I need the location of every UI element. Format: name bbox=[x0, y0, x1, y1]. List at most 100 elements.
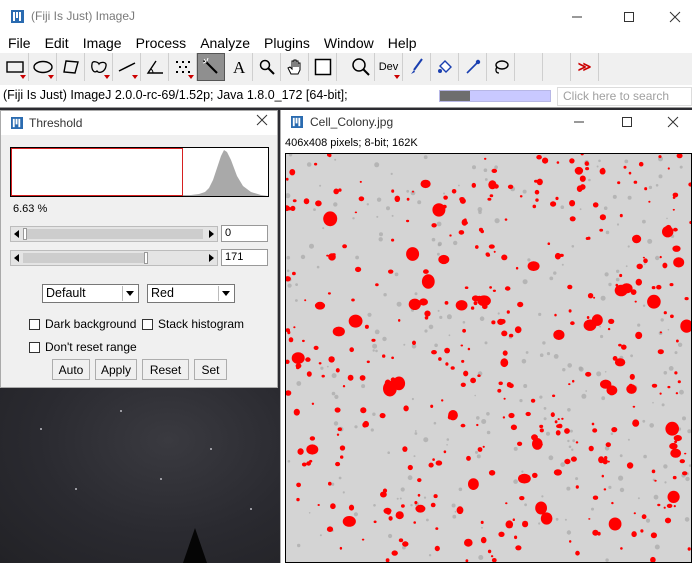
thresholded-colony bbox=[423, 269, 429, 274]
slider-left-arrow-icon[interactable] bbox=[14, 254, 19, 262]
min-threshold-field[interactable]: 0 bbox=[221, 225, 268, 242]
angle-tool[interactable] bbox=[141, 53, 169, 81]
flood-fill-tool-icon bbox=[437, 60, 452, 73]
menu-window[interactable]: Window bbox=[323, 35, 374, 51]
slider-thumb[interactable] bbox=[144, 252, 148, 264]
menu-edit[interactable]: Edit bbox=[44, 35, 69, 51]
close-button[interactable] bbox=[652, 0, 692, 33]
thresholded-colony bbox=[514, 326, 522, 334]
menu-analyze[interactable]: Analyze bbox=[200, 35, 250, 51]
image-maximize-button[interactable] bbox=[604, 105, 650, 138]
grey-speck bbox=[519, 399, 523, 403]
min-threshold-slider[interactable] bbox=[10, 226, 218, 242]
thresholded-colony bbox=[443, 195, 448, 200]
dark-background-checkbox[interactable]: Dark background bbox=[29, 317, 136, 331]
threshold-histogram[interactable] bbox=[10, 147, 269, 197]
slider-thumb[interactable] bbox=[23, 228, 27, 240]
magnifier-tool[interactable] bbox=[253, 53, 281, 81]
lasso-tool[interactable] bbox=[487, 53, 515, 81]
max-threshold-field[interactable]: 171 bbox=[221, 249, 268, 266]
wand-tool[interactable] bbox=[197, 53, 225, 81]
thresholded-colony bbox=[471, 182, 476, 188]
dev-tool[interactable]: Dev bbox=[375, 53, 403, 81]
empty-tool-slot[interactable] bbox=[515, 53, 543, 81]
zoom-tool[interactable] bbox=[347, 53, 375, 81]
thresholded-colony bbox=[642, 256, 645, 259]
thresholded-colony bbox=[510, 424, 517, 431]
threshold-close-button[interactable] bbox=[256, 113, 268, 131]
grey-speck bbox=[619, 487, 625, 493]
image-close-button[interactable] bbox=[650, 105, 692, 138]
thresholded-colony bbox=[355, 266, 362, 273]
brush-tool[interactable] bbox=[403, 53, 431, 81]
line-tool[interactable] bbox=[113, 53, 141, 81]
image-canvas[interactable] bbox=[285, 153, 692, 563]
rectangle-tool[interactable] bbox=[1, 53, 29, 81]
thresholded-colony bbox=[456, 506, 464, 515]
oval-tool[interactable] bbox=[29, 53, 57, 81]
max-threshold-slider[interactable] bbox=[10, 250, 218, 266]
title-bar[interactable]: (Fiji Is Just) ImageJ bbox=[0, 0, 692, 33]
thresholded-colony bbox=[488, 470, 496, 476]
grey-speck bbox=[579, 208, 582, 211]
thresholded-colony bbox=[658, 155, 662, 159]
checkbox-box[interactable] bbox=[142, 318, 153, 330]
grey-speck bbox=[513, 479, 518, 484]
thresholded-colony bbox=[507, 184, 514, 189]
thresholded-colony bbox=[534, 189, 540, 195]
maximize-button[interactable] bbox=[606, 0, 652, 33]
stack-histogram-checkbox[interactable]: Stack histogram bbox=[142, 317, 244, 331]
memory-progress-bar[interactable] bbox=[439, 90, 551, 102]
auto-button[interactable]: Auto bbox=[52, 359, 90, 380]
menu-image[interactable]: Image bbox=[82, 35, 122, 51]
menu-file[interactable]: File bbox=[8, 35, 31, 51]
grey-speck bbox=[433, 421, 437, 425]
menu-plugins[interactable]: Plugins bbox=[264, 35, 310, 51]
grey-speck bbox=[601, 396, 606, 401]
set-button[interactable]: Set bbox=[194, 359, 227, 380]
checkbox-box[interactable] bbox=[29, 318, 40, 330]
apply-button[interactable]: Apply bbox=[95, 359, 137, 380]
thresholded-colony bbox=[358, 196, 365, 202]
slider-left-arrow-icon[interactable] bbox=[14, 230, 19, 238]
threshold-title-bar[interactable]: Threshold bbox=[1, 111, 277, 135]
slider-right-arrow-icon[interactable] bbox=[209, 254, 214, 262]
grey-speck bbox=[410, 504, 413, 507]
thresholded-colony bbox=[629, 373, 635, 380]
grey-speck bbox=[387, 451, 390, 455]
color-picker-tool[interactable] bbox=[309, 53, 337, 81]
empty-tool-slot[interactable] bbox=[543, 53, 571, 81]
freehand-tool[interactable] bbox=[85, 53, 113, 81]
thresholded-colony bbox=[371, 338, 376, 342]
thresholded-colony bbox=[611, 501, 614, 505]
point-tool[interactable] bbox=[169, 53, 197, 81]
method-select[interactable]: Default bbox=[42, 284, 139, 303]
grey-speck bbox=[616, 269, 620, 273]
display-select[interactable]: Red bbox=[147, 284, 235, 303]
image-minimize-button[interactable] bbox=[556, 105, 602, 138]
checkbox-box[interactable] bbox=[29, 341, 40, 353]
grey-speck bbox=[414, 432, 418, 435]
polygon-tool[interactable] bbox=[57, 53, 85, 81]
thresholded-colony bbox=[641, 514, 647, 520]
hand-tool[interactable] bbox=[281, 53, 309, 81]
flood-fill-tool[interactable] bbox=[431, 53, 459, 81]
thresholded-colony bbox=[334, 407, 341, 413]
minimize-button[interactable] bbox=[554, 0, 600, 33]
grey-speck bbox=[446, 438, 450, 441]
search-field[interactable]: Click here to search bbox=[557, 87, 692, 106]
more-tools-button[interactable]: ≫ bbox=[571, 53, 599, 81]
menu-help[interactable]: Help bbox=[387, 35, 417, 51]
pipette-tool[interactable] bbox=[459, 53, 487, 81]
slider-right-arrow-icon[interactable] bbox=[209, 230, 214, 238]
maximize-icon bbox=[624, 11, 634, 22]
thresholded-colony bbox=[466, 455, 471, 461]
dont-reset-range-checkbox[interactable]: Don't reset range bbox=[29, 340, 137, 354]
menu-process[interactable]: Process bbox=[135, 35, 187, 51]
thresholded-colony bbox=[650, 532, 657, 539]
grey-speck bbox=[300, 254, 306, 260]
grey-speck bbox=[454, 510, 457, 513]
text-tool[interactable]: A bbox=[225, 53, 253, 81]
image-title-bar[interactable]: Cell_Colony.jpg bbox=[281, 110, 692, 134]
reset-button[interactable]: Reset bbox=[142, 359, 189, 380]
